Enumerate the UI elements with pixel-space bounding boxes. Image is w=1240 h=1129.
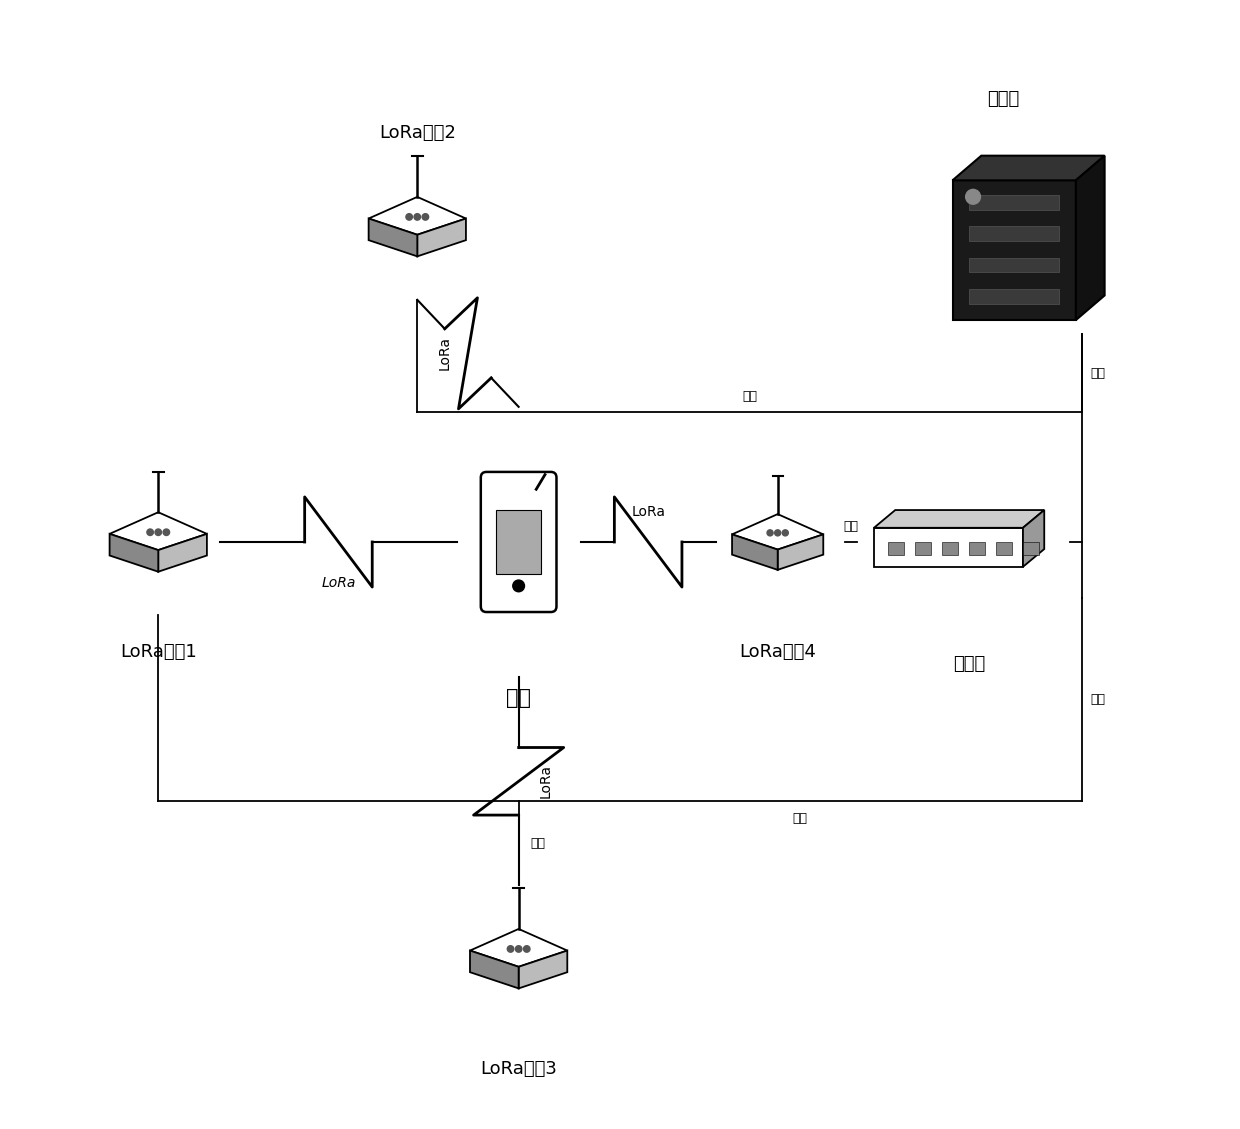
Text: 服务器: 服务器 <box>987 90 1019 108</box>
Bar <box>496 510 541 575</box>
Text: 网线: 网线 <box>742 391 756 403</box>
Polygon shape <box>874 527 1023 567</box>
Polygon shape <box>732 534 777 570</box>
Polygon shape <box>952 181 1076 321</box>
FancyBboxPatch shape <box>481 472 557 612</box>
Circle shape <box>782 530 789 536</box>
Circle shape <box>966 190 981 204</box>
Text: 网线: 网线 <box>792 812 807 825</box>
Text: LoRa基站3: LoRa基站3 <box>480 1060 557 1078</box>
Text: LoRa: LoRa <box>631 506 665 519</box>
Text: 终端: 终端 <box>506 689 531 708</box>
Circle shape <box>414 213 420 220</box>
Polygon shape <box>470 951 518 988</box>
Bar <box>942 542 957 554</box>
Bar <box>968 257 1059 272</box>
Circle shape <box>422 213 429 220</box>
Text: LoRa基站4: LoRa基站4 <box>739 644 816 662</box>
Text: LoRa基站1: LoRa基站1 <box>120 644 197 662</box>
Circle shape <box>507 946 513 952</box>
Bar <box>888 542 904 554</box>
Text: LoRa: LoRa <box>539 764 553 798</box>
Circle shape <box>146 530 154 535</box>
Polygon shape <box>109 534 159 571</box>
Circle shape <box>775 530 781 536</box>
Text: LoRa: LoRa <box>321 576 356 589</box>
Text: 网线: 网线 <box>1091 693 1106 706</box>
Bar <box>968 227 1059 242</box>
Text: 网线: 网线 <box>1091 367 1106 379</box>
Polygon shape <box>518 951 567 988</box>
Bar <box>968 195 1059 210</box>
Polygon shape <box>1023 510 1044 567</box>
Circle shape <box>513 580 525 592</box>
Text: 交换机: 交换机 <box>954 655 986 673</box>
Polygon shape <box>368 196 466 235</box>
Circle shape <box>405 213 413 220</box>
Circle shape <box>523 946 529 952</box>
Text: 网线: 网线 <box>843 520 858 533</box>
Polygon shape <box>732 514 823 550</box>
Polygon shape <box>777 534 823 570</box>
Bar <box>1023 542 1039 554</box>
Bar <box>915 542 931 554</box>
Circle shape <box>516 946 522 952</box>
Circle shape <box>164 530 170 535</box>
Polygon shape <box>159 534 207 571</box>
Polygon shape <box>470 929 567 966</box>
Circle shape <box>768 530 773 536</box>
Circle shape <box>155 530 161 535</box>
Polygon shape <box>109 513 207 550</box>
Bar <box>996 542 1012 554</box>
Text: 网线: 网线 <box>529 837 544 850</box>
Text: LoRa基站2: LoRa基站2 <box>379 124 456 142</box>
Polygon shape <box>418 219 466 256</box>
Polygon shape <box>874 510 1044 527</box>
Polygon shape <box>368 219 418 256</box>
Bar <box>968 542 985 554</box>
Polygon shape <box>952 156 1105 181</box>
Polygon shape <box>1076 156 1105 321</box>
Text: LoRa: LoRa <box>438 336 451 370</box>
Bar <box>968 289 1059 304</box>
